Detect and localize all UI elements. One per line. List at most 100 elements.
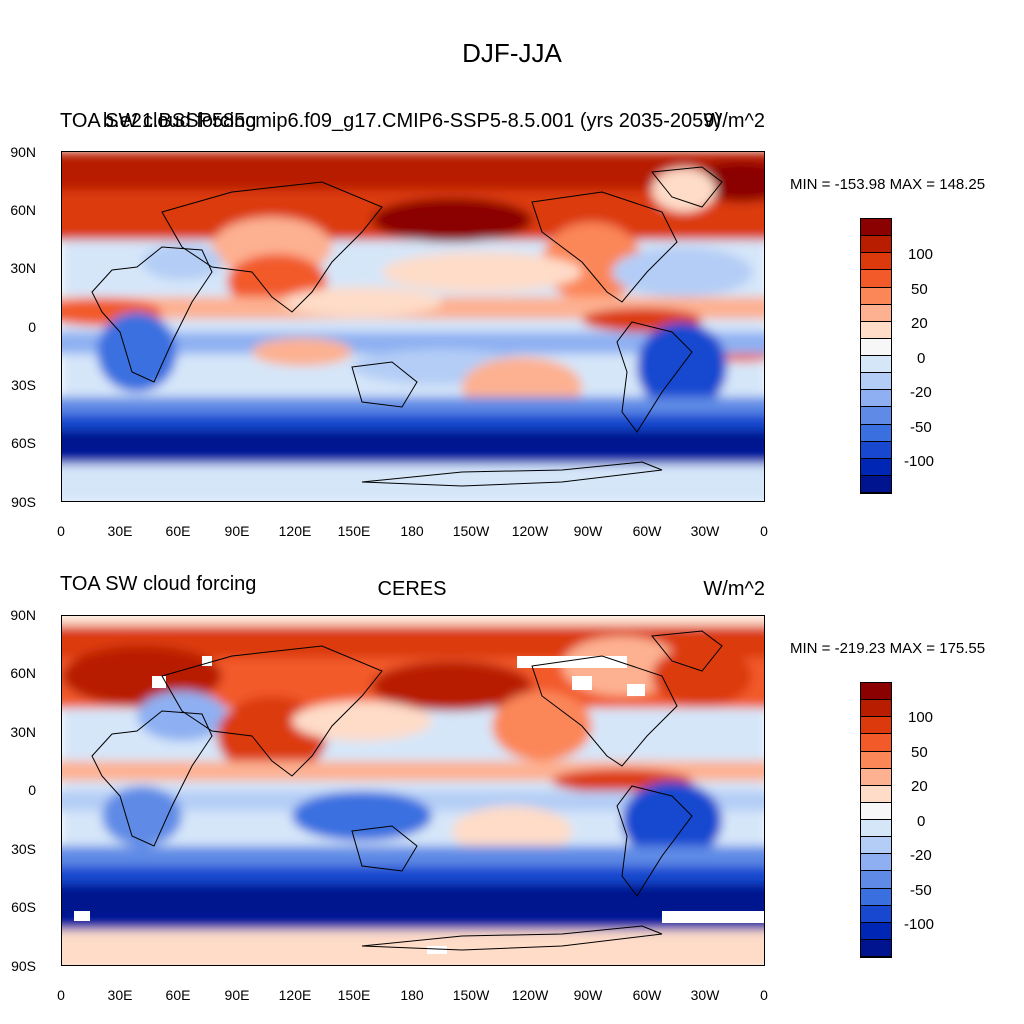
panel-2-lon-label: 30W (690, 987, 720, 1003)
colorbar-segment (861, 768, 891, 786)
panel-1-lon-label: 60W (632, 523, 662, 539)
colorbar-segment (861, 407, 891, 425)
panel-2-lon-label: 120E (278, 987, 312, 1003)
panel-2-colorbar-label: 100 (908, 709, 934, 726)
panel-2-colorbar-label: -20 (910, 847, 932, 864)
panel-1-colorbar-label: -100 (904, 453, 935, 470)
colorbar-segment (861, 871, 891, 889)
panel-1-colorbar (860, 218, 892, 494)
colorbar-segment (861, 321, 891, 339)
panel-1-lon-label: 150E (337, 523, 371, 539)
panel-1-lat-label: 60S (11, 435, 36, 451)
panel-1-lon-label: 0 (57, 523, 65, 539)
panel-2-lon-label: 150W (452, 987, 490, 1003)
colorbar-segment (861, 253, 891, 271)
panel-2-colorbar-label: 20 (911, 778, 928, 795)
colorbar-segment (861, 683, 891, 701)
panel-1-field (62, 152, 764, 501)
panel-2-lat-label: 30N (10, 724, 36, 740)
panel-1-lat-label: 60N (10, 202, 36, 218)
page-title: DJF-JJA (462, 38, 562, 68)
colorbar-segment (861, 441, 891, 459)
panel-2-lon-label: 180 (400, 987, 424, 1003)
panel-1-colorbar-label: 50 (911, 281, 928, 298)
colorbar-segment (861, 475, 891, 493)
panel-1-lat-label: 30N (10, 260, 36, 276)
panel-2-lon-label: 150E (337, 987, 371, 1003)
panel-2-lat-label: 90S (11, 958, 36, 974)
panel-2-colorbar-label: 0 (917, 813, 926, 830)
panel-2-lon-label: 30E (107, 987, 133, 1003)
colorbar-segment (861, 785, 891, 803)
colorbar-segment (861, 905, 891, 923)
colorbar-segment (861, 854, 891, 872)
panel-1-units: W/m^2 (703, 110, 765, 132)
colorbar-segment (861, 939, 891, 957)
panel-1-lat-label: 90S (11, 494, 36, 510)
colorbar-segment (861, 338, 891, 356)
panel-1-lat-label: 90N (10, 144, 36, 160)
panel-2-lat-label: 60N (10, 665, 36, 681)
colorbar-segment (861, 236, 891, 254)
colorbar-segment (861, 751, 891, 769)
panel-1-minmax: MIN = -153.98 MAX = 148.25 (790, 176, 986, 193)
panel-2-lon-label: 90W (573, 987, 603, 1003)
panel-2-lat-label: 90N (10, 607, 36, 623)
panel-2-center-title: CERES (377, 578, 447, 600)
colorbar-segment (861, 922, 891, 940)
panel-1-lon-label: 0 (760, 523, 768, 539)
panel-1-lon-label: 60E (165, 523, 191, 539)
panel-1-lon-label: 30W (690, 523, 720, 539)
panel-2-lon-label: 60W (632, 987, 662, 1003)
colorbar-segment (861, 458, 891, 476)
colorbar-segment (861, 700, 891, 718)
panel-1-left-title: TOA SW cloud forcing (60, 110, 257, 132)
panel-1-lon-label: 180 (400, 523, 424, 539)
colorbar-segment (861, 219, 891, 237)
panel-1-colorbar-label: -50 (910, 419, 932, 436)
colorbar-segment (861, 304, 891, 322)
panel-2-lat-label: 30S (11, 841, 36, 857)
panel-2-units: W/m^2 (703, 578, 765, 600)
colorbar-segment (861, 390, 891, 408)
colorbar-segment (861, 734, 891, 752)
panel-1-lon-label: 120W (511, 523, 549, 539)
colorbar-segment (861, 888, 891, 906)
panel-1-map (61, 151, 765, 502)
colorbar-segment (861, 820, 891, 838)
panel-2-colorbar-label: 50 (911, 744, 928, 761)
panel-1-center-title: b.e21.BSSP585cmip6.f09_g17.CMIP6-SSP5-8.… (102, 110, 722, 132)
panel-2-map (61, 615, 765, 966)
colorbar-segment (861, 356, 891, 374)
colorbar-segment (861, 717, 891, 735)
panel-1-colorbar-label: -20 (910, 384, 932, 401)
panel-2-lon-label: 0 (57, 987, 65, 1003)
panel-1-colorbar-label: 100 (908, 246, 934, 263)
panel-1-lon-label: 90E (224, 523, 250, 539)
panel-2-left-title: TOA SW cloud forcing (60, 573, 257, 595)
colorbar-segment (861, 270, 891, 288)
panel-1-lon-label: 30E (107, 523, 133, 539)
panel-1-lat-label: 0 (28, 319, 36, 335)
panel-2-colorbar-label: -100 (904, 916, 935, 933)
panel-2-colorbar (860, 682, 892, 958)
panel-2-lon-label: 0 (760, 987, 768, 1003)
panel-1-colorbar-label: 20 (911, 315, 928, 332)
panel-2-lat-label: 60S (11, 899, 36, 915)
panel-1-lon-label: 120E (278, 523, 312, 539)
panel-2-lon-label: 90E (224, 987, 250, 1003)
panel-1-lon-label: 150W (452, 523, 490, 539)
colorbar-segment (861, 373, 891, 391)
colorbar-segment (861, 424, 891, 442)
panel-1-lat-label: 30S (11, 377, 36, 393)
panel-1-lon-label: 90W (573, 523, 603, 539)
panel-2-lon-label: 60E (165, 987, 191, 1003)
colorbar-segment (861, 802, 891, 820)
panel-2-minmax: MIN = -219.23 MAX = 175.55 (790, 640, 986, 657)
panel-1-colorbar-label: 0 (917, 350, 926, 367)
panel-2-lon-label: 120W (511, 987, 549, 1003)
panel-2-field (62, 616, 764, 965)
panel-2-lat-label: 0 (28, 782, 36, 798)
panel-2-colorbar-label: -50 (910, 882, 932, 899)
colorbar-segment (861, 287, 891, 305)
